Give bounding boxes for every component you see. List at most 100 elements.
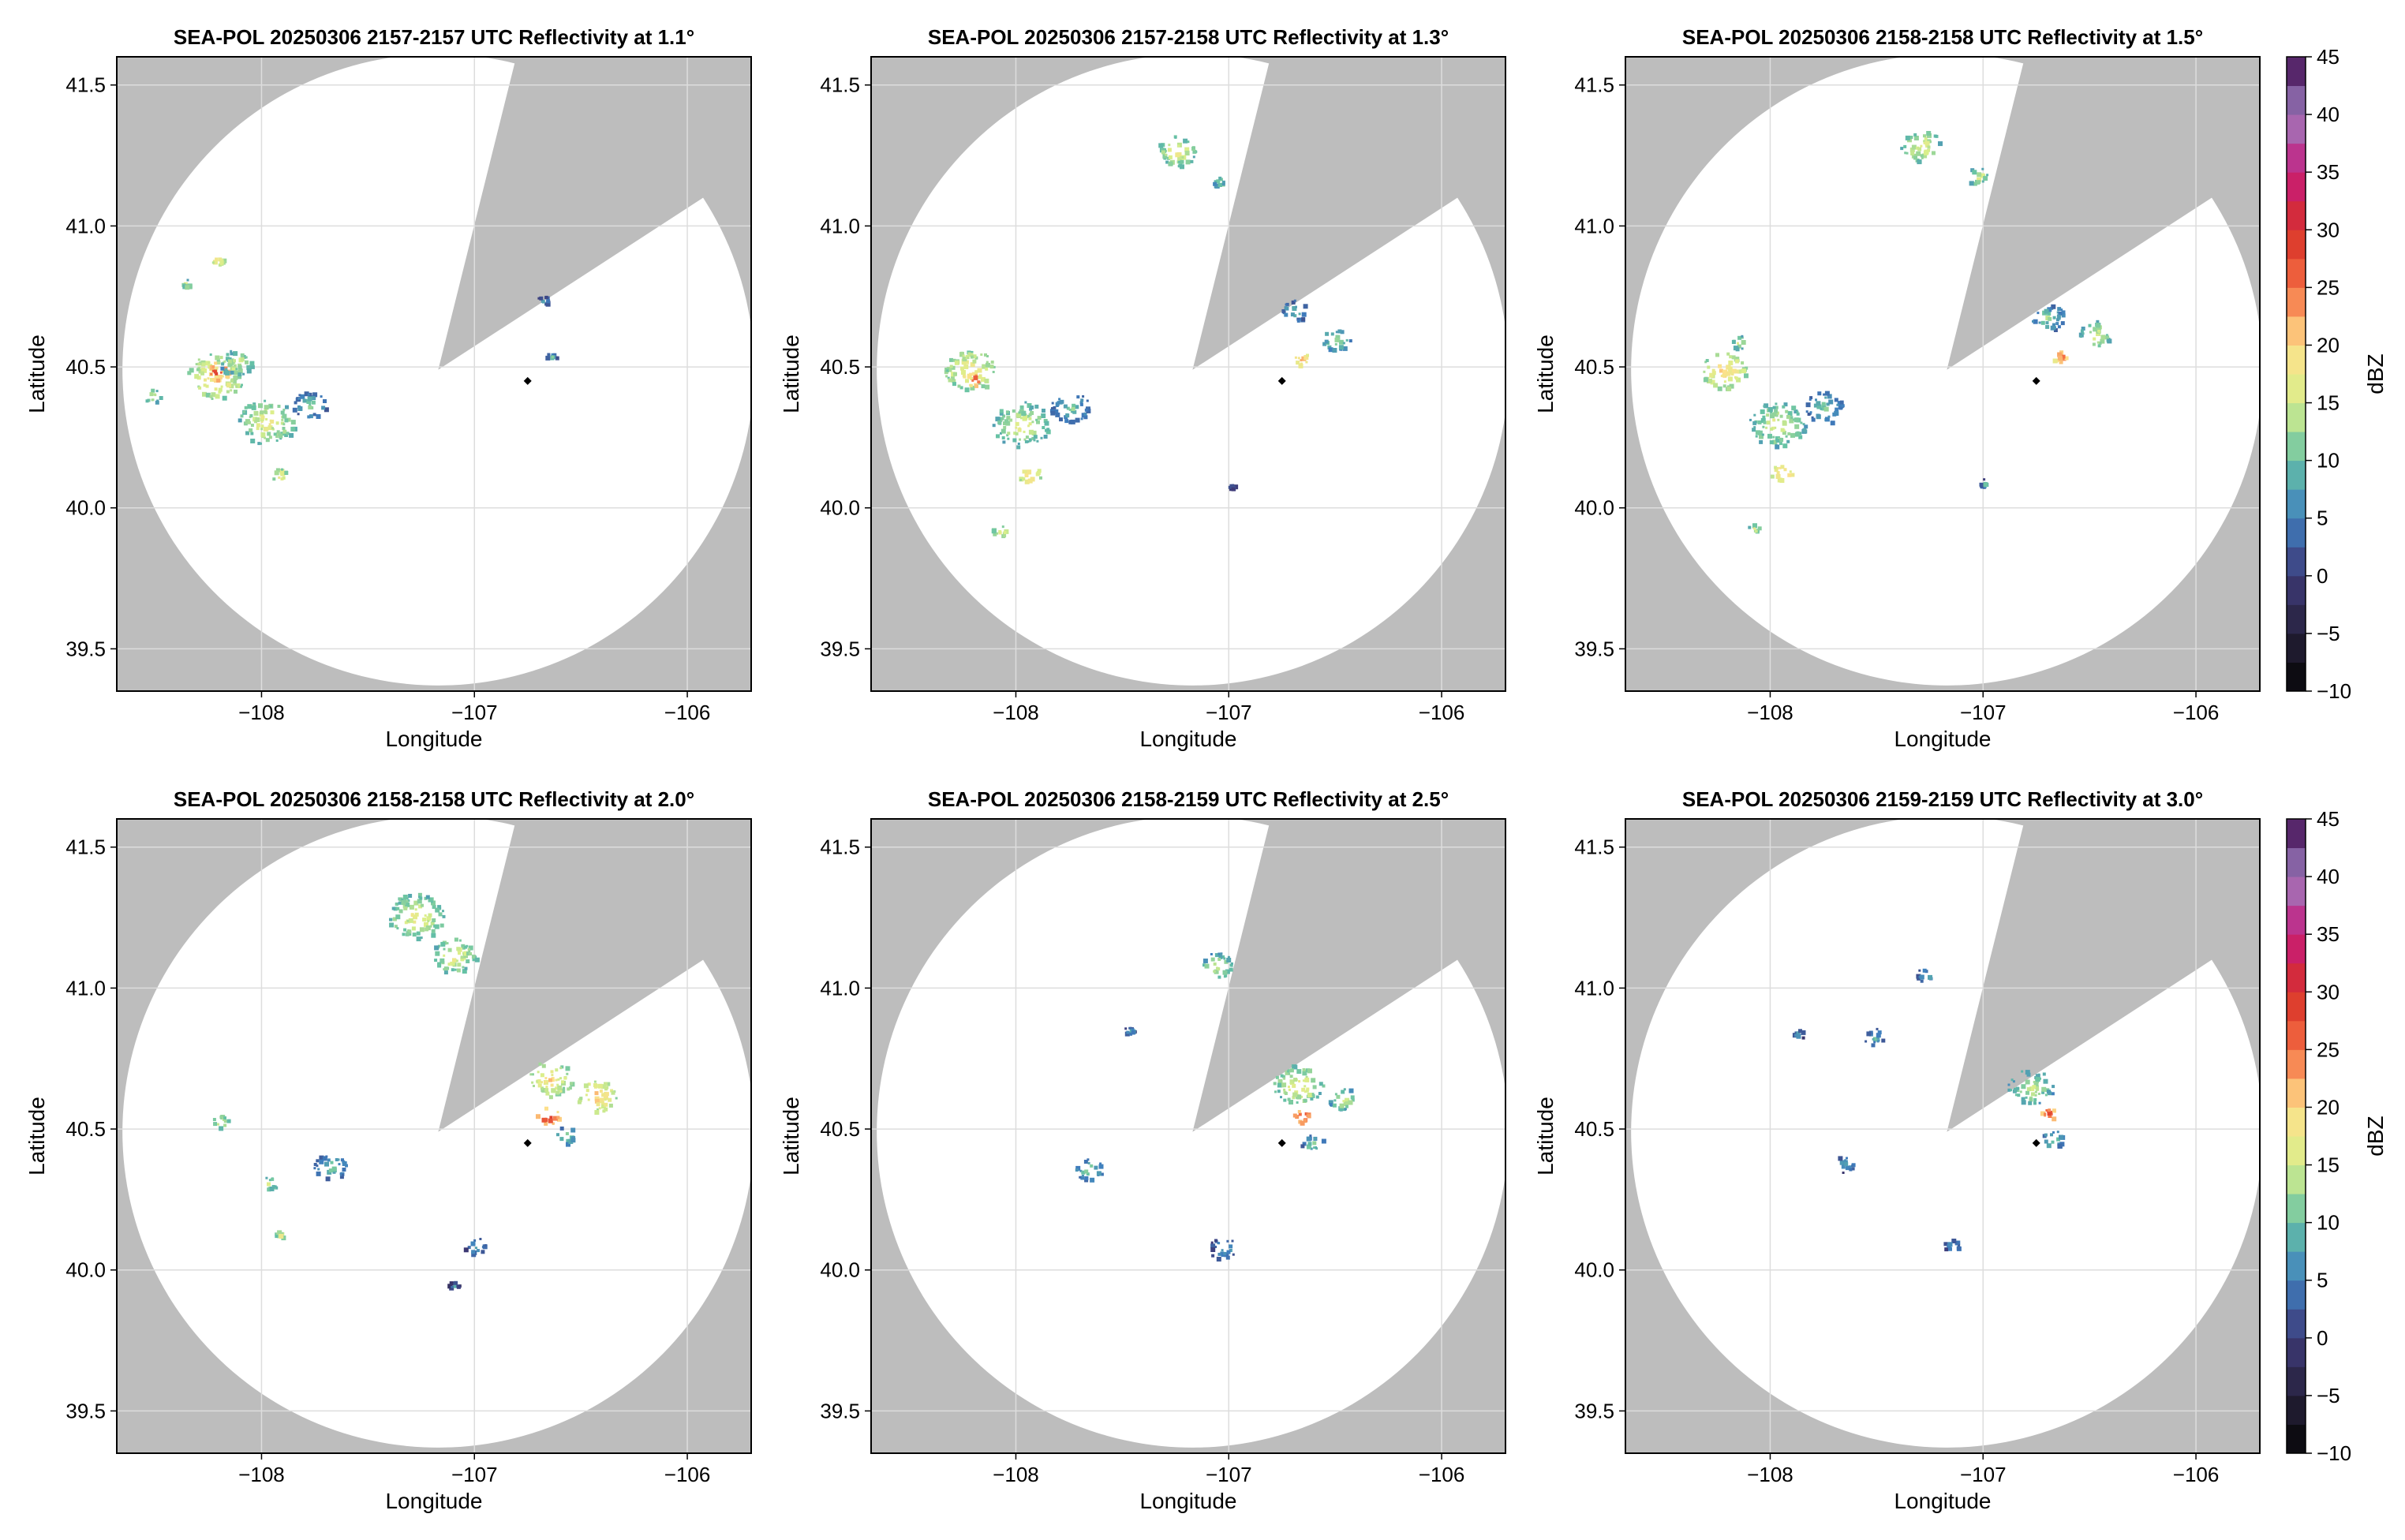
y-tick-label: 40.0	[65, 1258, 106, 1282]
echo-pixel	[961, 370, 966, 375]
echo-pixel	[438, 912, 443, 917]
echo-cell	[1943, 1239, 1962, 1252]
echo-pixel	[463, 951, 469, 956]
echo-pixel	[1161, 150, 1165, 155]
echo-pixel	[428, 897, 433, 903]
echo-pixel	[2038, 321, 2041, 324]
echo-pixel	[2044, 1133, 2048, 1137]
echo-pixel	[1300, 359, 1303, 362]
echo-pixel	[1983, 482, 1988, 488]
echo-pixel	[959, 352, 964, 357]
echo-pixel	[1285, 302, 1289, 306]
echo-pixel	[389, 918, 392, 921]
echo-pixel	[1307, 1114, 1311, 1119]
echo-pixel	[450, 961, 453, 964]
echo-pixel	[1841, 1164, 1846, 1169]
echo-pixel	[2034, 1093, 2037, 1097]
echo-pixel	[1019, 438, 1021, 441]
echo-pixel	[566, 1138, 570, 1143]
echo-pixel	[594, 1096, 600, 1101]
echo-pixel	[1336, 1094, 1341, 1099]
echo-pixel	[2025, 1070, 2030, 1075]
echo-pixel	[1775, 439, 1780, 443]
echo-pixel	[418, 904, 423, 909]
echo-pixel	[1776, 467, 1779, 469]
echo-pixel	[447, 948, 452, 952]
colorbar-swatch	[2287, 1366, 2306, 1396]
echo-pixel	[1767, 407, 1773, 412]
colorbar-swatch	[2287, 1251, 2306, 1281]
colorbar-swatch	[2287, 316, 2306, 346]
colorbar-swatch	[2287, 633, 2306, 663]
colorbar-tick-label: 15	[2317, 391, 2340, 415]
echo-pixel	[570, 1138, 576, 1143]
echo-pixel	[1805, 402, 1811, 408]
echo-pixel	[309, 414, 313, 419]
echo-pixel	[566, 1142, 570, 1147]
echo-pixel	[1757, 526, 1762, 531]
colorbar-tick-label: 25	[2317, 1037, 2340, 1061]
echo-pixel	[1921, 156, 1924, 159]
echo-pixel	[272, 477, 276, 481]
echo-pixel	[1210, 1243, 1216, 1249]
echo-pixel	[1824, 396, 1827, 399]
echo-pixel	[954, 361, 959, 365]
y-tick-label: 40.0	[1574, 1258, 1614, 1282]
echo-pixel	[977, 368, 982, 373]
y-axis-label: Latitude	[779, 335, 803, 413]
echo-pixel	[2096, 341, 2100, 344]
echo-pixel	[568, 1086, 572, 1090]
echo-pixel	[2093, 327, 2098, 332]
echo-pixel	[982, 364, 987, 369]
echo-pixel	[225, 370, 230, 376]
echo-pixel	[1986, 174, 1989, 177]
echo-pixel	[1804, 424, 1808, 429]
echo-pixel	[1211, 1254, 1215, 1258]
echo-cell	[1749, 402, 1808, 450]
echo-pixel	[1775, 402, 1778, 406]
echo-pixel	[1755, 430, 1760, 435]
echo-pixel	[2105, 334, 2108, 337]
y-tick-label: 40.5	[65, 1117, 106, 1141]
echo-pixel	[946, 369, 949, 372]
echo-pixel	[393, 906, 398, 911]
colorbar-swatch	[2287, 575, 2306, 605]
echo-pixel	[2048, 316, 2052, 321]
echo-pixel	[1020, 417, 1023, 420]
echo-pixel	[219, 260, 224, 265]
echo-pixel	[1790, 473, 1795, 477]
echo-pixel	[1836, 403, 1839, 406]
echo-pixel	[1300, 362, 1303, 365]
colorbar-swatch	[2287, 172, 2306, 202]
echo-pixel	[596, 1102, 600, 1107]
echo-pixel	[1305, 1075, 1308, 1078]
echo-pixel	[413, 920, 417, 924]
echo-pixel	[446, 942, 449, 945]
echo-pixel	[428, 913, 432, 918]
echo-pixel	[473, 1239, 477, 1242]
colorbar-group: −10−5051015202530354045dBZ−10−5051015202…	[2286, 45, 2388, 1465]
echo-pixel	[2092, 342, 2096, 346]
echo-pixel	[418, 895, 421, 899]
echo-pixel	[1787, 473, 1792, 477]
echo-pixel	[1016, 445, 1021, 450]
colorbar-tick-label: 20	[2317, 1095, 2340, 1119]
echo-pixel	[1128, 1026, 1131, 1030]
echo-pixel	[2021, 1100, 2026, 1105]
echo-pixel	[412, 933, 417, 937]
echo-pixel	[234, 370, 239, 376]
echo-pixel	[559, 1137, 564, 1142]
colorbar-swatch	[2287, 819, 2306, 849]
echo-pixel	[1729, 383, 1734, 389]
echo-pixel	[1739, 369, 1743, 373]
echo-pixel	[1202, 959, 1208, 963]
echo-pixel	[1744, 373, 1749, 379]
echo-pixel	[1158, 143, 1164, 148]
colorbar-tick-label: 45	[2317, 45, 2340, 69]
echo-pixel	[438, 944, 440, 948]
echo-pixel	[233, 351, 238, 357]
echo-pixel	[1214, 969, 1219, 974]
echo-pixel	[1298, 363, 1303, 368]
echo-pixel	[556, 1133, 559, 1137]
echo-pixel	[1001, 417, 1004, 421]
